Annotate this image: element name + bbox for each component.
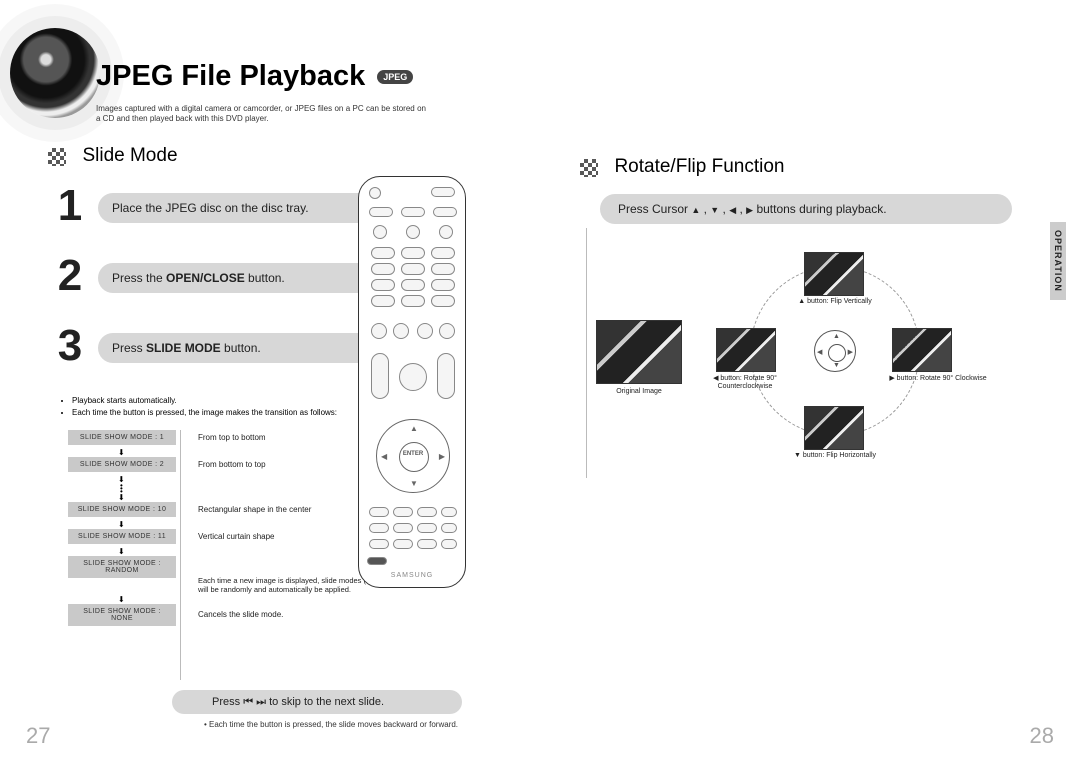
arrow-icon: ⬇ <box>118 548 358 556</box>
section-header-slide: Slide Mode <box>48 145 388 167</box>
step-num-3: 3 <box>48 315 92 377</box>
step-bar-1: Place the JPEG disc on the disc tray. <box>98 193 378 223</box>
label-right: ▶ button: Rotate 90° Clockwise <box>878 374 998 382</box>
s2-prefix: Press the <box>112 271 166 285</box>
step-num-2: 2 <box>48 245 92 307</box>
arrow-icon: ⬇ <box>118 449 358 457</box>
down-icon: ▼ <box>710 195 719 225</box>
label-original: Original Image <box>594 388 684 395</box>
mode-desc-2: From bottom to top <box>198 460 266 469</box>
bullet-list: Playback starts automatically. Each time… <box>62 396 382 421</box>
arrow-icon: ⬇ <box>118 494 358 502</box>
section-header-rotate: Rotate/Flip Function <box>580 156 784 178</box>
page-number-right: 28 <box>1030 723 1054 749</box>
mode-desc-11: Vertical curtain shape <box>198 532 275 541</box>
subtitle-text: Images captured with a digital camera or… <box>96 104 426 123</box>
arrow-icon: ⬇ <box>118 596 358 604</box>
step-bar-2: Press the OPEN/CLOSE button. <box>98 263 378 293</box>
step-num-1: 1 <box>48 175 92 237</box>
checker-icon <box>580 159 598 177</box>
mode-row-2: SLIDE SHOW MODE : 2 From bottom to top <box>68 457 358 472</box>
title-text: JPEG File Playback <box>96 60 365 92</box>
s3-suffix: button. <box>221 341 261 355</box>
remote-illustration: ▲ ▼ ◀ ▶ <box>358 176 466 588</box>
cursor-instruction: Press Cursor ▲ , ▼ , ◀ , ▶ buttons durin… <box>600 194 1012 224</box>
s3-bold: SLIDE MODE <box>146 341 221 355</box>
mode-row-random: SLIDE SHOW MODE : RANDOM <box>68 556 358 578</box>
mode-desc-none: Cancels the slide mode. <box>198 610 283 619</box>
label-up: ▲ button: Flip Vertically <box>790 298 880 305</box>
left-icon: ◀ <box>729 195 736 225</box>
mode-row-none: SLIDE SHOW MODE : NONE Cancels the slide… <box>68 604 358 626</box>
mode-desc-10: Rectangular shape in the center <box>198 505 311 514</box>
bullet-2: Each time the button is pressed, the ima… <box>72 408 382 418</box>
step-1: 1 Place the JPEG disc on the disc tray. <box>48 175 388 237</box>
thumb-up <box>804 252 864 296</box>
operation-tab: OPERATION <box>1050 222 1066 300</box>
thumb-left <box>716 328 776 372</box>
page-number-left: 27 <box>26 723 50 749</box>
label-down: ▼ button: Flip Horizontally <box>790 452 880 459</box>
up-icon: ▲ <box>691 195 700 225</box>
step-2: 2 Press the OPEN/CLOSE button. <box>48 245 388 307</box>
mode-pill-2: SLIDE SHOW MODE : 2 <box>68 457 176 472</box>
checker-icon <box>48 148 66 166</box>
right-icon: ▶ <box>746 195 753 225</box>
cursor-prefix: Press Cursor <box>618 202 691 216</box>
arrow-icon: ⬇ <box>118 521 358 529</box>
skip-prefix: Press <box>212 696 243 708</box>
mode-pill-10: SLIDE SHOW MODE : 10 <box>68 502 176 517</box>
section-title-rotate: Rotate/Flip Function <box>614 156 784 177</box>
thumb-down <box>804 406 864 450</box>
mode-pill-11: SLIDE SHOW MODE : 11 <box>68 529 176 544</box>
skip-note: • Each time the button is pressed, the s… <box>204 720 458 729</box>
mode-row-10: SLIDE SHOW MODE : 10 Rectangular shape i… <box>68 502 358 517</box>
dpad-mini: ▲ ▼ ◀ ▶ <box>814 330 856 372</box>
dots-icon: ••• <box>120 484 358 494</box>
mode-pill-random: SLIDE SHOW MODE : RANDOM <box>68 556 176 578</box>
mode-pill-none: SLIDE SHOW MODE : NONE <box>68 604 176 626</box>
speaker-graphic <box>10 28 100 118</box>
mode-row-1: SLIDE SHOW MODE : 1 From top to bottom <box>68 430 358 445</box>
bullet-1: Playback starts automatically. <box>72 396 382 406</box>
page-left: JPEG File Playback JPEG Images captured … <box>0 0 540 763</box>
next-icon: ⏭ <box>256 696 266 708</box>
skip-bar: Press ⏮ ⏭ to skip to the next slide. <box>172 690 462 714</box>
mode-desc-1: From top to bottom <box>198 433 266 442</box>
skip-suffix: to skip to the next slide. <box>269 696 384 708</box>
label-left1: ◀ button: Rotate 90° <box>700 374 790 382</box>
s3-prefix: Press <box>112 341 146 355</box>
remote-dpad: ▲ ▼ ◀ ▶ <box>376 419 450 493</box>
thumb-right <box>892 328 952 372</box>
thumb-original <box>596 320 682 384</box>
mode-row-11: SLIDE SHOW MODE : 11 Vertical curtain sh… <box>68 529 358 544</box>
mode-list: SLIDE SHOW MODE : 1 From top to bottom ⬇… <box>68 430 358 630</box>
mode-pill-1: SLIDE SHOW MODE : 1 <box>68 430 176 445</box>
s2-suffix: button. <box>245 271 285 285</box>
slide-mode-block: Slide Mode 1 Place the JPEG disc on the … <box>48 145 388 385</box>
page-title: JPEG File Playback JPEG <box>96 60 413 93</box>
jpeg-badge: JPEG <box>377 70 413 84</box>
s2-bold: OPEN/CLOSE <box>166 271 245 285</box>
label-left2: Counterclockwise <box>700 383 790 390</box>
step-3: 3 Press SLIDE MODE button. <box>48 315 388 377</box>
rotate-diagram: Original Image ▲ button: Flip Vertically… <box>580 250 1040 460</box>
prev-icon: ⏮ <box>243 696 253 708</box>
section-title: Slide Mode <box>82 145 177 166</box>
page-right: Rotate/Flip Function Press Cursor ▲ , ▼ … <box>540 0 1080 763</box>
step-bar-3: Press SLIDE MODE button. <box>98 333 378 363</box>
arrow-icon: ⬇ <box>118 476 358 484</box>
cursor-suffix: buttons during playback. <box>756 202 886 216</box>
